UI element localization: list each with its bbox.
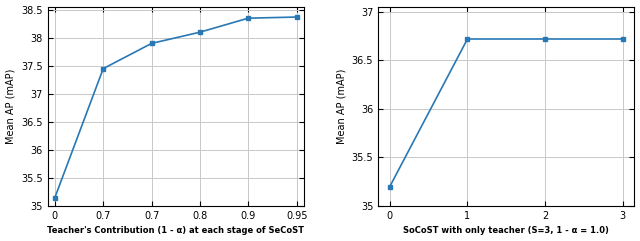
X-axis label: Teacher's Contribution (1 - α) at each stage of SeCoST: Teacher's Contribution (1 - α) at each s…: [47, 227, 304, 235]
Y-axis label: Mean AP (mAP): Mean AP (mAP): [336, 69, 346, 144]
X-axis label: SoCoST with only teacher (S=3, 1 - α = 1.0): SoCoST with only teacher (S=3, 1 - α = 1…: [403, 227, 609, 235]
Y-axis label: Mean AP (mAP): Mean AP (mAP): [6, 69, 15, 144]
